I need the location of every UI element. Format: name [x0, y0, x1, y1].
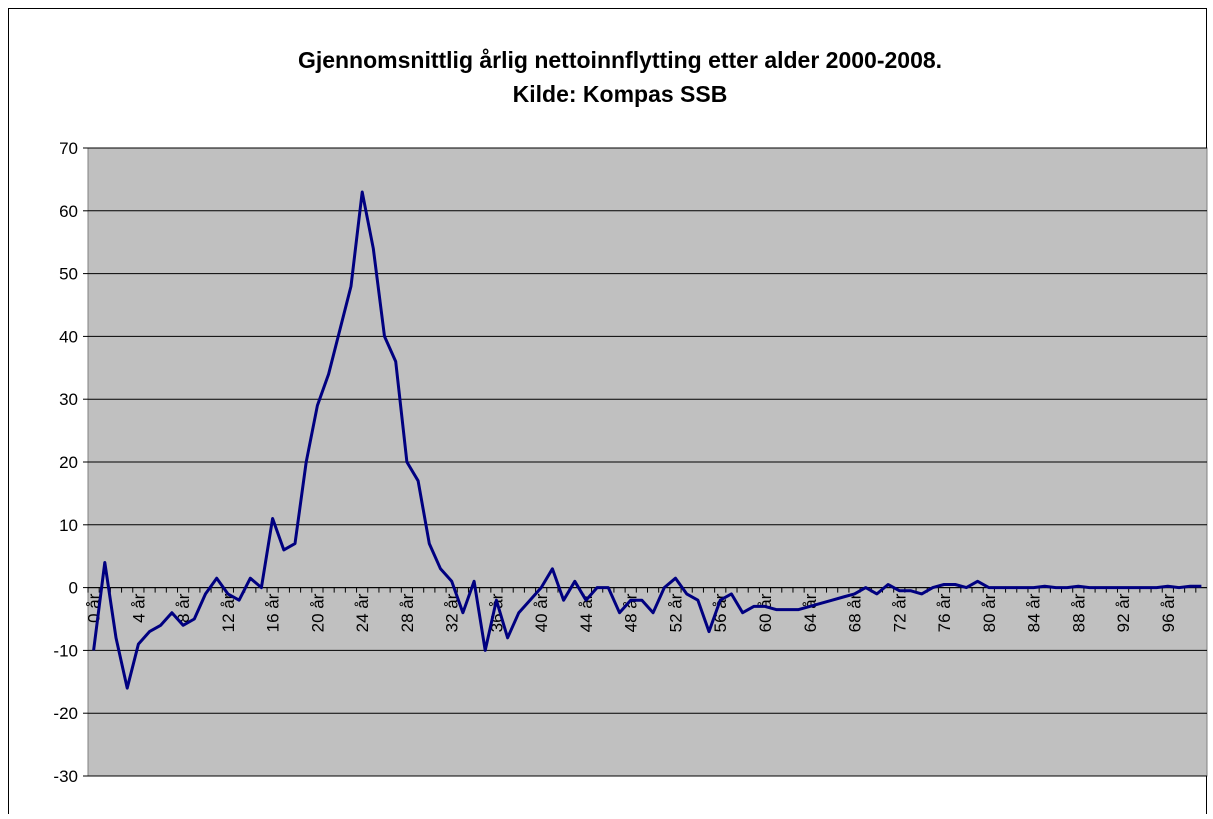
- x-tick-label: 88 år: [1069, 593, 1088, 632]
- data-line: [92, 190, 1202, 690]
- y-tick-label: 40: [59, 327, 78, 346]
- x-tick-label: 64 år: [801, 593, 820, 632]
- x-tick-label: 8 år: [174, 593, 193, 623]
- x-tick-label: 56 år: [711, 593, 730, 632]
- x-tick-label: 40 år: [532, 593, 551, 632]
- x-tick-label: 44 år: [577, 593, 596, 632]
- y-tick-label: -20: [53, 704, 78, 723]
- y-tick-label: 50: [59, 265, 78, 284]
- x-tick-label: 52 år: [666, 593, 685, 632]
- x-tick-label: 24 år: [353, 593, 372, 632]
- y-tick-label: 60: [59, 202, 78, 221]
- x-tick-label: 60 år: [756, 593, 775, 632]
- x-tick-label: 92 år: [1114, 593, 1133, 632]
- chart-title: Gjennomsnittlig årlig nettoinnflytting e…: [298, 47, 942, 73]
- y-tick-label: 20: [59, 453, 78, 472]
- x-tick-label: 28 år: [398, 593, 417, 632]
- x-tick-label: 32 år: [443, 593, 462, 632]
- x-tick-label: 72 år: [890, 593, 909, 632]
- y-tick-label: -30: [53, 767, 78, 786]
- x-tick-label: 68 år: [846, 593, 865, 632]
- x-tick-label: 20 år: [308, 593, 327, 632]
- x-tick-label: 80 år: [980, 593, 999, 632]
- x-tick-label: 84 år: [1025, 593, 1044, 632]
- chart-subtitle: Kilde: Kompas SSB: [513, 81, 728, 107]
- x-tick-label: 4 år: [129, 593, 148, 623]
- x-tick-label: 96 år: [1159, 593, 1178, 632]
- y-tick-label: 30: [59, 390, 78, 409]
- y-tick-label: 0: [69, 579, 78, 598]
- x-tick-label: 12 år: [219, 593, 238, 632]
- x-tick-label: 76 år: [935, 593, 954, 632]
- y-tick-label: 10: [59, 516, 78, 535]
- y-tick-label: -10: [53, 641, 78, 660]
- y-tick-label: 70: [59, 139, 78, 158]
- x-tick-label: 16 år: [264, 593, 283, 632]
